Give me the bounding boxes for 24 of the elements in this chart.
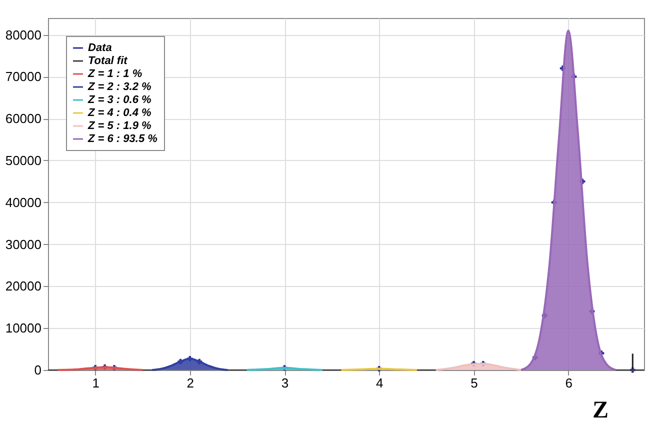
x-tick-label: 1 bbox=[92, 376, 100, 390]
legend-label: Total fit bbox=[88, 55, 129, 67]
y-tick-label: 60000 bbox=[5, 111, 42, 126]
x-tick-label: 6 bbox=[565, 376, 572, 390]
y-tick-label: 80000 bbox=[5, 27, 42, 42]
legend-label: Z = 3 : 0.6 % bbox=[87, 94, 152, 106]
x-tick-label: 5 bbox=[470, 376, 478, 390]
y-tick-label: 70000 bbox=[5, 69, 42, 84]
x-axis-title: Z bbox=[592, 398, 608, 424]
legend-label: Z = 5 : 1.9 % bbox=[87, 120, 152, 132]
legend-label: Z = 4 : 0.4 % bbox=[87, 107, 152, 119]
y-tick-label: 30000 bbox=[5, 236, 42, 252]
legend-label: Z = 2 : 3.2 % bbox=[87, 81, 152, 93]
x-tick-label: 2 bbox=[186, 376, 194, 390]
y-tick-label: 10000 bbox=[5, 320, 42, 336]
y-tick-label: 40000 bbox=[5, 194, 42, 210]
legend-label: Data bbox=[88, 42, 112, 54]
y-tick-label: 20000 bbox=[5, 278, 42, 294]
legend-label: Z = 1 : 1 % bbox=[87, 68, 142, 80]
y-tick-label: 0 bbox=[34, 362, 42, 378]
x-tick-label: 4 bbox=[376, 376, 384, 390]
y-tick-label: 50000 bbox=[5, 152, 42, 168]
legend-label: Z = 6 : 93.5 % bbox=[87, 133, 158, 145]
x-tick-label: 3 bbox=[281, 376, 289, 390]
